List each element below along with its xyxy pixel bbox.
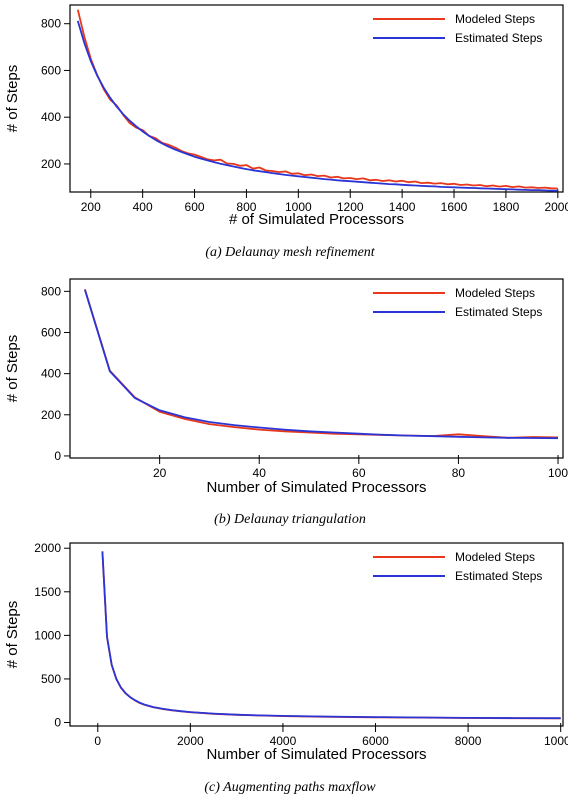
- legend-label: Modeled Steps: [455, 12, 535, 26]
- plot-area: 200 400 600 800 1000 1200 1400 1600 1800 2000 200 4…: [4, 4, 568, 228]
- y-tick-label: 0: [54, 716, 61, 730]
- y-tick-label: 400: [41, 110, 61, 124]
- x-axis-title: # of Simulated Processors: [229, 211, 404, 228]
- x-tick-label: 200: [81, 200, 101, 214]
- series-line-estimated: [76, 20, 558, 192]
- x-tick-label: 6000: [362, 734, 389, 748]
- x-tick-label: 1800: [493, 200, 520, 214]
- y-tick-label: 500: [41, 672, 61, 686]
- x-tick-label: 1400: [389, 200, 416, 214]
- x-tick-label: 400: [133, 200, 153, 214]
- y-tick-label: 800: [41, 284, 61, 298]
- x-tick-label: 100: [548, 466, 568, 480]
- plot-area: 02000400060008000100000500100015002000Nu…: [4, 541, 568, 763]
- legend-label: Estimated Steps: [455, 31, 542, 45]
- x-tick-label: 1600: [441, 200, 468, 214]
- x-tick-label: 600: [185, 200, 205, 214]
- y-tick-label: 400: [41, 367, 61, 381]
- series-line-estimated: [84, 289, 559, 440]
- x-tick-label: 1200: [337, 200, 364, 214]
- chart-panel-b: 20 40 60 80 100 0 200 400 600 800 Number of Simula…: [4, 278, 568, 527]
- legend-label: Modeled Steps: [455, 286, 535, 300]
- x-tick-label: 0: [94, 734, 101, 748]
- y-tick-label: 200: [41, 157, 61, 171]
- y-tick-label: 200: [41, 408, 61, 422]
- x-tick-label: 2000: [177, 734, 204, 748]
- x-tick-label: 8000: [455, 734, 482, 748]
- y-axis-title: # of Steps: [4, 335, 21, 403]
- chart-caption: (c) Augmenting paths maxflow: [204, 780, 376, 795]
- y-axis-title: # of Steps: [4, 601, 21, 669]
- chart-panel-c: 02000400060008000100000500100015002000Nu…: [4, 541, 568, 795]
- x-tick-label: 1000: [285, 200, 312, 214]
- y-tick-label: 1500: [34, 585, 61, 599]
- legend-label: Estimated Steps: [455, 569, 542, 583]
- chart-caption: (a) Delaunay mesh refinement: [205, 245, 375, 260]
- y-tick-label: 0: [54, 449, 61, 463]
- y-tick-label: 1000: [34, 628, 61, 642]
- plot-frame: [69, 4, 564, 193]
- y-axis-title: # of Steps: [4, 65, 21, 133]
- y-tick-label: 600: [41, 63, 61, 77]
- x-axis-title: Number of Simulated Processors: [206, 746, 426, 763]
- series-line-modeled: [76, 9, 558, 190]
- x-tick-label: 4000: [270, 734, 297, 748]
- x-tick-label: 2000: [544, 200, 568, 214]
- chart-caption: (b) Delaunay triangulation: [214, 512, 366, 527]
- series-line-modeled: [84, 289, 559, 439]
- plot-frame: [69, 278, 564, 459]
- x-axis-title: Number of Simulated Processors: [206, 479, 426, 496]
- x-tick-label: 60: [352, 466, 366, 480]
- legend-label: Modeled Steps: [455, 550, 535, 564]
- x-tick-label: 800: [236, 200, 256, 214]
- x-tick-label: 20: [153, 466, 167, 480]
- legend-label: Estimated Steps: [455, 305, 542, 319]
- y-tick-label: 600: [41, 325, 61, 339]
- series-line-estimated: [101, 551, 561, 720]
- plot-frame: [69, 542, 564, 727]
- y-tick-label: 800: [41, 17, 61, 31]
- chart-panel-a: 200 400 600 800 1000 1200 1400 1600 1800 2000 200 4…: [4, 4, 568, 260]
- y-tick-label: 2000: [34, 541, 61, 555]
- x-tick-label: 80: [452, 466, 466, 480]
- plot-area: 20 40 60 80 100 0 200 400 600 800 Number of Simula…: [4, 278, 568, 496]
- x-tick-label: 40: [253, 466, 267, 480]
